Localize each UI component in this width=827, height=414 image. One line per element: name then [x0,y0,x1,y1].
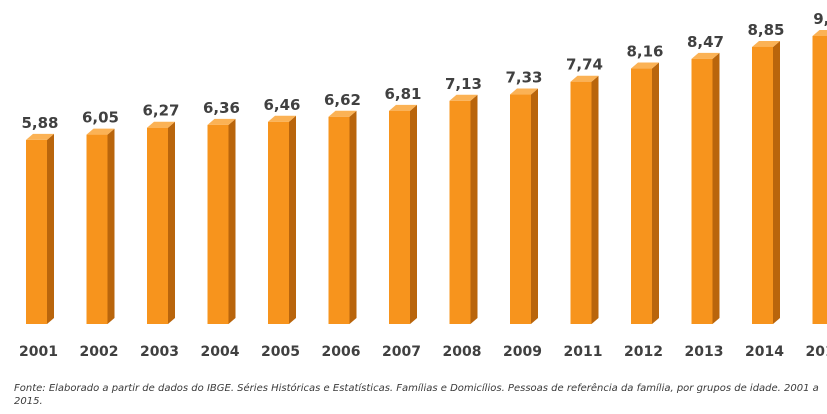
bar-top [510,88,538,95]
bar-side [470,94,478,324]
bar-top [752,40,780,47]
data-label: 6,46 [263,96,300,114]
data-label: 6,62 [324,91,361,109]
bar-top [812,30,827,36]
bar [631,68,652,324]
bar-side [228,118,236,324]
data-label: 8,16 [626,43,663,61]
bar-side [531,88,538,325]
bar-top [691,52,720,59]
data-label: 6,27 [142,102,179,120]
bar-top [147,121,175,128]
bar [328,116,350,324]
data-label: 7,13 [445,75,482,93]
data-label: 8,85 [747,21,784,39]
bar-side [168,121,175,324]
bar-top [86,128,115,135]
bar [510,94,531,325]
bar-side [289,115,296,324]
bar-top [389,104,417,111]
x-tick-label: 2015 [806,344,827,360]
x-tick-label: 2004 [201,344,240,360]
data-label: 6,05 [82,109,119,127]
bar-top [449,94,478,101]
x-tick-label: 2001 [19,344,58,360]
x-tick-label: 2003 [140,344,179,360]
bar-top [328,110,357,117]
bar [812,36,827,324]
data-label: 7,74 [566,56,603,74]
bar [86,134,108,324]
source-note: Fonte: Elaborado a partir de dados do IB… [14,383,819,407]
bar [268,121,289,324]
bar-side [773,40,780,325]
bar-side [591,75,599,324]
bar-side [652,62,659,325]
data-label: 7,33 [505,69,542,87]
bar [207,124,229,324]
bar-side [107,128,115,324]
x-tick-label: 2012 [624,344,663,360]
data-label: 6,81 [384,85,421,103]
bar [691,58,713,324]
x-tick-label: 2013 [685,344,724,360]
bar [147,127,168,324]
chart-canvas: 5,88 2001 6,05 2002 6,27 2003 6,36 2004 6,46 2005… [19,10,827,360]
x-tick-label: 2006 [322,344,361,360]
bar-top [26,133,54,140]
bar-top [570,75,599,82]
x-tick-label: 2008 [443,344,482,360]
bar [389,110,410,325]
data-label: 9,2 [813,10,827,28]
bar [449,100,471,324]
bar [570,81,592,324]
bar-side [47,133,54,324]
bar-side [349,110,357,324]
bar-top [207,118,236,125]
x-tick-label: 2007 [382,344,421,360]
x-tick-label: 2005 [261,344,300,360]
x-tick-label: 2002 [80,344,119,360]
x-tick-label: 2011 [564,344,603,360]
bar-side [410,104,417,325]
data-label: 8,47 [687,33,724,51]
bar [26,139,47,324]
bar [752,46,773,325]
data-label: 5,88 [21,114,58,132]
bar-top [631,62,659,69]
bar-side [712,52,720,324]
x-tick-label: 2009 [503,344,542,360]
x-tick-label: 2014 [745,344,784,360]
data-label: 6,36 [203,99,240,117]
bar-top [268,115,296,122]
